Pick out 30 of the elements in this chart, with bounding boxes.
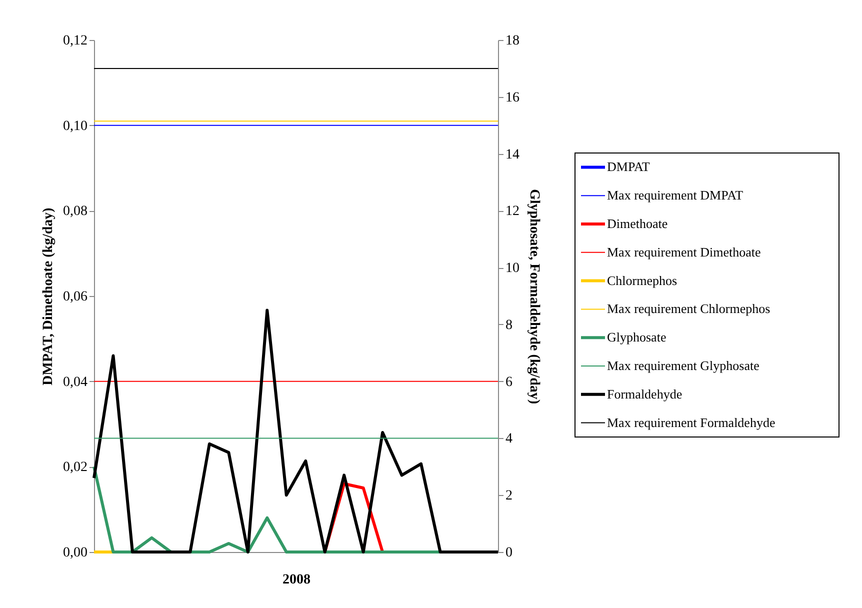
y-tick-label: 0,00 (63, 546, 88, 560)
y2-tick-label: 12 (506, 204, 520, 220)
y2-tick-label: 10 (506, 261, 520, 276)
legend-label: DMPAT (607, 159, 650, 174)
y2-tick-label: 14 (506, 147, 520, 162)
legend-label: Glyphosate (607, 330, 666, 345)
legend-label: Max requirement Chlormephos (607, 301, 770, 316)
legend-label: Max requirement Dimethoate (607, 244, 762, 260)
legend-label: Formaldehyde (607, 386, 682, 402)
legend-label: Dimethoate (607, 216, 668, 231)
y2-tick-label: 8 (506, 318, 512, 333)
y-tick-label: 0,06 (63, 290, 88, 304)
legend-label: Max requirement DMPAT (607, 188, 744, 203)
y2-tick-label: 6 (506, 374, 512, 390)
y2-tick-label: 0 (506, 546, 512, 560)
y2-tick-label: 18 (506, 34, 520, 48)
y2-axis-title: Glyphosate, Formaldehyde (kg/day) (526, 188, 542, 404)
y-tick-label: 0,08 (63, 204, 88, 220)
legend-label: Chlormephos (607, 272, 678, 288)
y2-tick-label: 4 (506, 432, 512, 447)
y2-tick-label: 2 (506, 488, 512, 504)
legend-label: Max requirement Glyphosate (607, 358, 760, 373)
y-tick-label: 0,04 (63, 374, 88, 390)
x-axis-title: 2008 (282, 572, 310, 588)
legend-label: Max requirement Formaldehyde (607, 414, 776, 430)
y2-tick-label: 16 (506, 90, 520, 106)
y-axis-title: DMPAT, Dimethoate (kg/day) (41, 207, 56, 386)
y-tick-label: 0,02 (63, 460, 88, 476)
y-tick-label: 0,12 (63, 34, 88, 48)
y-tick-label: 0,10 (63, 118, 88, 134)
